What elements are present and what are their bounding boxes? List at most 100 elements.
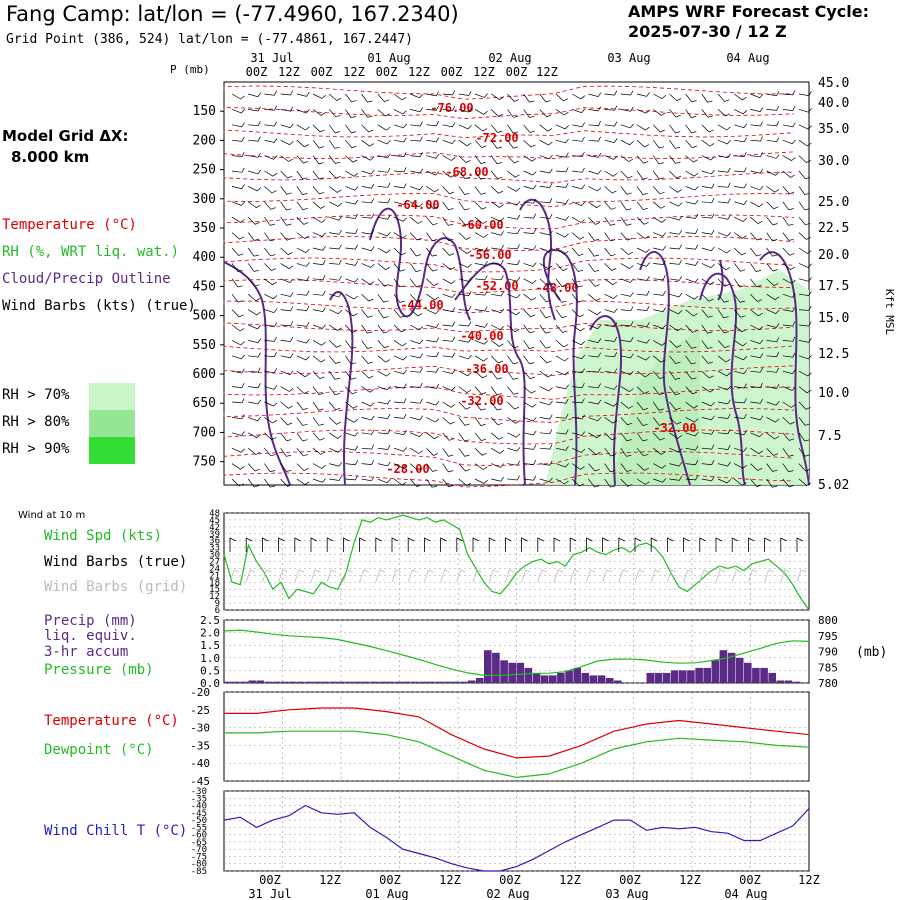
wind-barb [474, 370, 488, 379]
wind-barb [604, 186, 617, 194]
wind-barb [685, 93, 697, 103]
wind-barb [264, 170, 278, 177]
wind-barb [782, 201, 794, 211]
wind-barb [474, 216, 488, 224]
forecast-cycle-label: AMPS WRF Forecast Cycle: [628, 2, 870, 21]
wind-barb [766, 384, 780, 389]
wind-barb-true [618, 537, 625, 552]
wind-barb [717, 124, 731, 131]
wind-barb [539, 370, 553, 378]
wind-barb [604, 121, 618, 127]
wind-speed-line [223, 514, 810, 611]
wind-barb [312, 170, 324, 180]
wind-barb [572, 398, 585, 404]
wind-barb [328, 417, 342, 425]
wind-tick-label: 36 [209, 537, 220, 547]
wind-barb [766, 91, 780, 97]
wind-barb [231, 151, 245, 157]
wind-barb [474, 401, 486, 411]
cloud-outline [329, 291, 354, 486]
wind-barb [329, 447, 343, 453]
wind-barb-true [343, 537, 350, 552]
wind-barb [231, 340, 245, 346]
wind-barb [620, 139, 634, 146]
wind-barb [231, 324, 245, 332]
wind-barb [523, 444, 537, 450]
wind-barb [588, 169, 602, 175]
wind-barb [490, 401, 502, 411]
wind-barb [523, 170, 537, 176]
precip-bar [605, 678, 614, 683]
wind-barb [620, 370, 634, 376]
wind-barb [620, 337, 634, 342]
wind-barb [571, 293, 584, 303]
wind-barb [555, 152, 569, 158]
wind-barb [588, 383, 602, 389]
wind-barb [490, 109, 504, 117]
wind-barb [490, 432, 504, 440]
wind-barb [685, 445, 699, 451]
wind-barb [328, 386, 340, 396]
kft-tick-label: 45.0 [818, 76, 849, 91]
wind-barb [555, 182, 569, 188]
isotherm-label: -76.00 [430, 101, 473, 115]
kft-tick-label: 15.0 [818, 311, 849, 326]
wind-barb [264, 121, 278, 127]
wind-barb-true [294, 537, 301, 552]
wind-barb [426, 137, 440, 143]
wind-barb [329, 292, 343, 298]
kft-tick-label: 12.5 [818, 347, 849, 362]
wind-barb [312, 370, 325, 380]
wind-barb [717, 232, 731, 237]
wind-barb [474, 201, 487, 210]
wind-barb [458, 263, 472, 268]
wind-barb [280, 278, 294, 284]
wind-barb [507, 155, 519, 164]
wind-barb [377, 198, 391, 204]
wind-barb [458, 337, 472, 343]
legend-temperature: Temperature (°C) [2, 217, 137, 233]
wind-barb [782, 278, 796, 284]
isotherm-label: -48.00 [535, 281, 578, 295]
wind-barb [685, 417, 699, 423]
wind-barb [701, 109, 713, 118]
wind-barb-true [391, 537, 399, 552]
wind-barb [717, 153, 731, 159]
wind-barb [798, 124, 812, 130]
wind-tick-label: 6 [215, 606, 220, 616]
wind-barb [750, 107, 764, 112]
kft-tick-label: 35.0 [818, 122, 849, 137]
wind-barb [750, 398, 764, 404]
isotherm-line [223, 472, 795, 488]
wind-barb-true [796, 537, 804, 552]
isotherm-line [223, 85, 795, 100]
wind-barb [766, 278, 779, 287]
wind-barb [588, 121, 601, 127]
wind-barb [523, 184, 537, 190]
wind-barb [717, 182, 731, 188]
wind-barb [766, 293, 780, 301]
wind-barb [490, 139, 502, 149]
wind-barb [669, 309, 683, 315]
wind-barb [393, 137, 407, 143]
wind-barb [345, 155, 358, 163]
wind-barb [733, 293, 745, 303]
wind-barb [248, 399, 261, 405]
wind-barb [636, 478, 650, 485]
wind-barb [442, 263, 455, 271]
wind-barb-grid [424, 569, 434, 583]
wind-barb [507, 324, 520, 333]
precip-bar [776, 680, 785, 683]
wind-barb [701, 429, 715, 435]
wind-barb [328, 109, 341, 118]
wind-barb [442, 90, 456, 96]
wind-barb [750, 293, 763, 302]
wind-barb [734, 137, 747, 143]
wind-barb [523, 109, 535, 118]
wind-barb [685, 139, 698, 149]
wind-barb [571, 478, 585, 487]
pressure-tick-label: 200 [193, 133, 216, 148]
wind-barb [782, 463, 794, 473]
wind-barb [296, 155, 309, 164]
wind-barb [410, 398, 423, 404]
